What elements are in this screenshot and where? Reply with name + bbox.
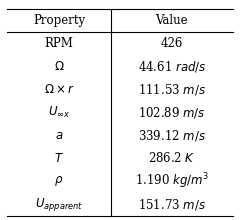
Text: 339.12 $m/s$: 339.12 $m/s$ <box>138 128 206 143</box>
Text: Property: Property <box>33 14 85 27</box>
Text: 286.2 $K$: 286.2 $K$ <box>148 151 196 165</box>
Text: 111.53 $m/s$: 111.53 $m/s$ <box>138 82 206 97</box>
Text: Value: Value <box>156 14 188 27</box>
Text: RPM: RPM <box>45 37 73 50</box>
Text: 1.190 $kg/m^3$: 1.190 $kg/m^3$ <box>135 171 209 191</box>
Text: $T$: $T$ <box>54 152 64 165</box>
Text: 151.73 $m/s$: 151.73 $m/s$ <box>138 197 206 212</box>
Text: $\Omega$: $\Omega$ <box>54 60 64 73</box>
Text: $\rho$: $\rho$ <box>54 174 64 188</box>
Text: 102.89 $m/s$: 102.89 $m/s$ <box>138 105 206 120</box>
Text: $a$: $a$ <box>55 129 63 142</box>
Text: $U_{\infty x}$: $U_{\infty x}$ <box>48 105 70 120</box>
Text: 426: 426 <box>161 37 183 50</box>
Text: $U_{apparent}$: $U_{apparent}$ <box>35 196 83 213</box>
Text: 44.61 $rad/s$: 44.61 $rad/s$ <box>138 59 206 74</box>
Text: $\Omega \times r$: $\Omega \times r$ <box>44 83 74 96</box>
